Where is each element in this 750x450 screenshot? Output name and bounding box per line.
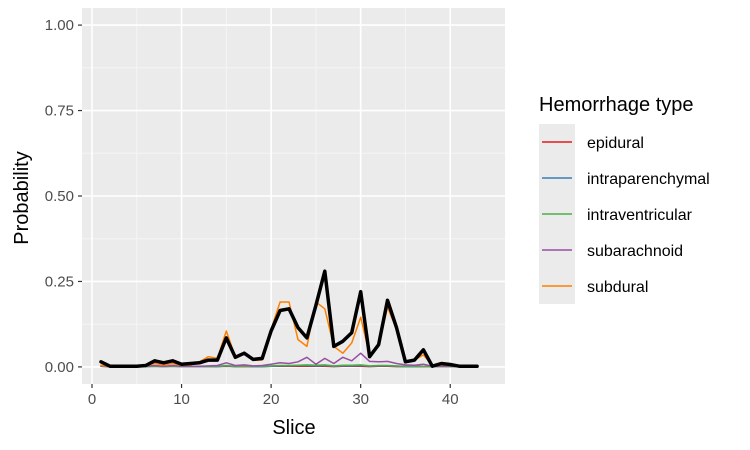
y-axis-title: Probability <box>11 151 33 244</box>
legend-title: Hemorrhage type <box>539 94 694 116</box>
y-tick-label: 0.00 <box>45 359 74 376</box>
legend-label-intraparenchymal: intraparenchymal <box>587 171 710 188</box>
legend: Hemorrhage type epidural intraparenchymal… <box>539 94 710 304</box>
y-tick-label: 0.75 <box>45 103 74 120</box>
x-tick-label: 40 <box>442 391 459 408</box>
x-axis-title: Slice <box>272 417 315 439</box>
y-tick-label: 1.00 <box>45 17 74 34</box>
legend-label-subdural: subdural <box>587 279 648 296</box>
series-layer <box>99 269 479 368</box>
x-tick-label: 30 <box>352 391 369 408</box>
legend-label-subarachnoid: subarachnoid <box>587 243 683 260</box>
subarachnoid-series-line <box>100 352 478 368</box>
x-tick-label: 20 <box>263 391 280 408</box>
y-tick-label: 0.25 <box>45 273 74 290</box>
legend-label-epidural: epidural <box>587 135 644 152</box>
x-tick-label: 0 <box>88 391 96 408</box>
x-tick-label: 10 <box>173 391 190 408</box>
legend-label-intraventricular: intraventricular <box>587 207 693 224</box>
axis-layer: 0.00 0.25 0.50 0.75 1.00 0 10 20 30 40 <box>45 17 459 408</box>
y-tick-label: 0.50 <box>45 188 74 205</box>
overall-series-line <box>99 269 479 368</box>
